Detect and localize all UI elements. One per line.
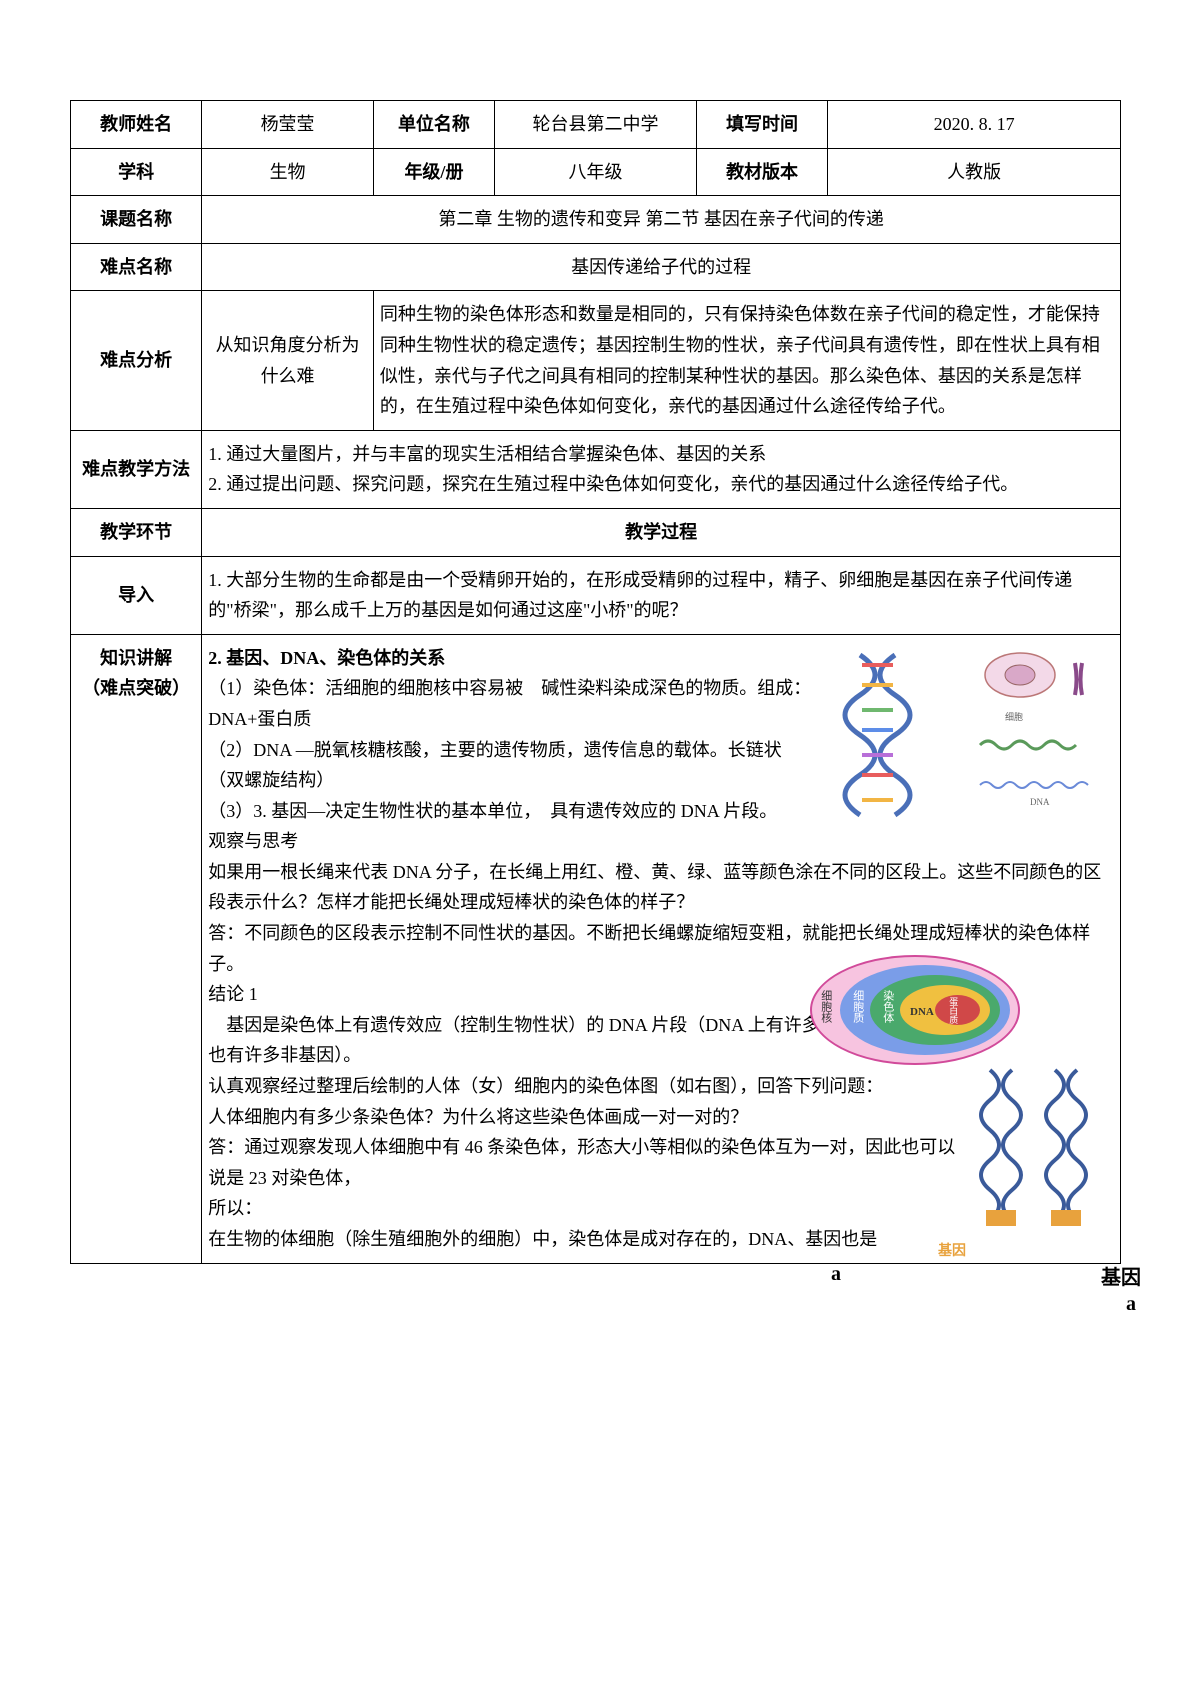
textbook-value: 人教版 (828, 148, 1121, 196)
analysis-text: 同种生物的染色体形态和数量是相同的，只有保持染色体数在亲子代间的稳定性，才能保持… (373, 291, 1120, 430)
process-right-label: 教学过程 (202, 508, 1121, 556)
dna-helix-icon: 细胞 DNA (830, 645, 1110, 845)
difficulty-value: 基因传递给子代的过程 (202, 243, 1121, 291)
analysis-sublabel: 从知识角度分析为什么难 (202, 291, 374, 430)
explain-p1: （1）染色体：活细胞的细胞核中容易被 碱性染料染成深色的物质。组成：DNA+蛋白… (208, 673, 814, 734)
explain-label-line1: 知识讲解 (100, 648, 172, 668)
grade-label: 年级/册 (373, 148, 494, 196)
intro-label: 导入 (71, 556, 202, 634)
difficulty-label: 难点名称 (71, 243, 202, 291)
process-left-label: 教学环节 (71, 508, 202, 556)
explain-label: 知识讲解 （难点突破） (71, 634, 202, 1263)
conclusion-text: 基因是染色体上有遗传效应（控制生物性状）的 DNA 片段（DNA 上有许多基因，… (208, 1010, 884, 1071)
teacher-name-value: 杨莹莹 (202, 101, 374, 149)
question-2: 认真观察经过整理后绘制的人体（女）细胞内的染色体图（如右图），回答下列问题：人体… (208, 1071, 884, 1132)
explain-content: 2. 基因、DNA、染色体的关系 （1）染色体：活细胞的细胞核中容易被 碱性染料… (202, 634, 1121, 1263)
analysis-row: 难点分析 从知识角度分析为什么难 同种生物的染色体形态和数量是相同的，只有保持染… (71, 291, 1121, 430)
nested-l3: 染色体 (878, 990, 897, 1023)
explain-row: 知识讲解 （难点突破） 2. 基因、DNA、染色体的关系 （1）染色体：活细胞的… (71, 634, 1121, 1263)
method-text: 1. 通过大量图片，并与丰富的现实生活相结合掌握染色体、基因的关系 2. 通过提… (202, 430, 1121, 508)
method-line2: 2. 通过提出问题、探究问题，探究在生殖过程中染色体如何变化，亲代的基因通过什么… (208, 474, 1018, 494)
svg-text:细胞: 细胞 (1005, 711, 1023, 722)
explain-p2: （2）DNA —脱氧核糖核酸，主要的遗传物质，遗传信息的载体。长链状（双螺旋结构… (208, 735, 814, 796)
topic-value: 第二章 生物的遗传和变异 第二节 基因在亲子代间的传递 (202, 196, 1121, 244)
so-text: 在生物的体细胞（除生殖细胞外的细胞）中，染色体是成对存在的，DNA、基因也是 (208, 1224, 964, 1255)
topic-row: 课题名称 第二章 生物的遗传和变异 第二节 基因在亲子代间的传递 (71, 196, 1121, 244)
method-line1: 1. 通过大量图片，并与丰富的现实生活相结合掌握染色体、基因的关系 (208, 444, 766, 464)
nested-l2: 细胞质 (848, 990, 867, 1023)
header-row-2: 学科 生物 年级/册 八年级 教材版本 人教版 (71, 148, 1121, 196)
teacher-name-label: 教师姓名 (71, 101, 202, 149)
process-header-row: 教学环节 教学过程 (71, 508, 1121, 556)
chromosome-pair-icon (970, 1065, 1100, 1245)
footer-a2: a (1126, 1293, 1136, 1316)
fill-date-label: 填写时间 (696, 101, 827, 149)
dna-chromosome-figure: 细胞 DNA (830, 645, 1110, 845)
intro-text: 1. 大部分生物的生命都是由一个受精卵开始的，在形成受精卵的过程中，精子、卵细胞… (202, 556, 1121, 634)
fill-date-value: 2020. 8. 17 (828, 101, 1121, 149)
obs-question: 如果用一根长绳来代表 DNA 分子，在长绳上用红、橙、黄、绿、蓝等颜色涂在不同的… (208, 857, 1114, 918)
explain-p3: （3）3. 基因—决定生物性状的基本单位， 具有遗传效应的 DNA 片段。 (208, 796, 814, 827)
grade-value: 八年级 (495, 148, 697, 196)
svg-text:DNA: DNA (1030, 797, 1050, 807)
explain-title: 2. 基因、DNA、染色体的关系 (208, 643, 814, 674)
footer-gene-big: 基因 (1101, 1267, 1141, 1289)
analysis-label: 难点分析 (71, 291, 202, 430)
explain-label-line2: （难点突破） (82, 678, 190, 698)
footer-gene-small: 基因 (938, 1245, 966, 1260)
unit-name-label: 单位名称 (373, 101, 494, 149)
unit-name-value: 轮台县第二中学 (495, 101, 697, 149)
intro-row: 导入 1. 大部分生物的生命都是由一个受精卵开始的，在形成受精卵的过程中，精子、… (71, 556, 1121, 634)
answer-2: 答：通过观察发现人体细胞中有 46 条染色体，形态大小等相似的染色体互为一对，因… (208, 1132, 964, 1193)
paired-chromosome-figure (970, 1065, 1100, 1245)
nested-l5: 蛋白质 (945, 997, 960, 1024)
subject-value: 生物 (202, 148, 374, 196)
nested-structure-figure: 细胞核 细胞质 染色体 DNA 蛋白质 (810, 955, 1020, 1065)
subject-label: 学科 (71, 148, 202, 196)
method-label: 难点教学方法 (71, 430, 202, 508)
difficulty-row: 难点名称 基因传递给子代的过程 (71, 243, 1121, 291)
nested-l4: DNA (910, 1003, 934, 1022)
nested-l1: 细胞核 (816, 990, 835, 1023)
textbook-label: 教材版本 (696, 148, 827, 196)
header-row-1: 教师姓名 杨莹莹 单位名称 轮台县第二中学 填写时间 2020. 8. 17 (71, 101, 1121, 149)
method-row: 难点教学方法 1. 通过大量图片，并与丰富的现实生活相结合掌握染色体、基因的关系… (71, 430, 1121, 508)
lesson-plan-table: 教师姓名 杨莹莹 单位名称 轮台县第二中学 填写时间 2020. 8. 17 学… (70, 100, 1121, 1264)
footer-a1: a (831, 1263, 841, 1286)
topic-label: 课题名称 (71, 196, 202, 244)
